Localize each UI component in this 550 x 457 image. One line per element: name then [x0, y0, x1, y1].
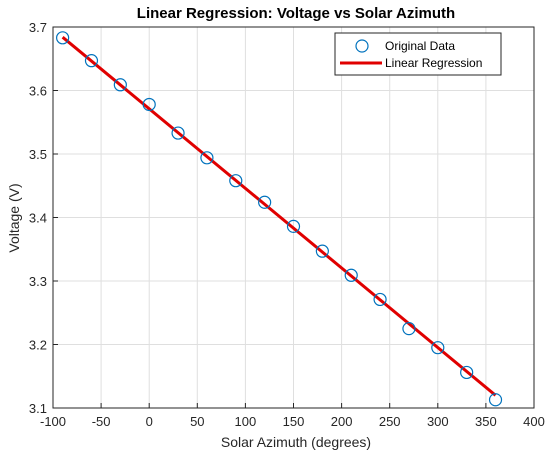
legend-marker-original-data [355, 39, 369, 53]
x-tick-label: 0 [146, 414, 153, 429]
x-tick-label: 400 [523, 414, 545, 429]
y-tick-label: 3.6 [29, 84, 47, 99]
x-tick-label: 150 [283, 414, 305, 429]
data-point [200, 151, 214, 165]
data-point [344, 268, 358, 282]
data-point [113, 78, 127, 92]
axis-ticks: -100 -50 0 50 100 150 200 250 300 350 400 3.1 3.2 3.3… [29, 20, 545, 429]
data-point [373, 292, 387, 307]
y-tick-label: 3.7 [29, 20, 47, 35]
chart-title: Linear Regression: Voltage vs Solar Azim… [137, 5, 455, 22]
y-tick-label: 3.5 [29, 147, 47, 162]
x-tick-label: 50 [190, 414, 204, 429]
data-point [229, 174, 243, 188]
data-point [84, 54, 99, 68]
data-point [171, 126, 185, 140]
x-tick-label: 350 [475, 414, 497, 429]
x-tick-label: -50 [92, 414, 111, 429]
data-point [315, 244, 329, 258]
data-point [431, 341, 445, 355]
data-point [56, 31, 70, 45]
y-axis-label: Voltage (V) [6, 183, 22, 252]
x-tick-label: -100 [40, 414, 66, 429]
legend-label-original-data: Original Data [385, 39, 455, 53]
data-point [258, 195, 272, 209]
y-tick-label: 3.4 [29, 211, 47, 226]
x-tick-label: 300 [427, 414, 449, 429]
y-tick-label: 3.1 [29, 401, 47, 416]
x-tick-label: 100 [235, 414, 257, 429]
x-tick-label: 200 [331, 414, 353, 429]
data-point [142, 97, 156, 112]
data-point [402, 322, 416, 336]
y-tick-label: 3.2 [29, 338, 47, 353]
legend-label-linear-regression: Linear Regression [385, 56, 482, 70]
data-point [286, 219, 301, 233]
data-point [488, 393, 503, 407]
legend: Original Data Linear Regression [334, 32, 502, 76]
x-tick-label: 250 [379, 414, 401, 429]
regression-line [61, 36, 497, 397]
data-point [460, 365, 474, 380]
x-axis-label: Solar Azimuth (degrees) [221, 434, 371, 450]
series [56, 31, 503, 407]
y-tick-label: 3.3 [29, 274, 47, 289]
